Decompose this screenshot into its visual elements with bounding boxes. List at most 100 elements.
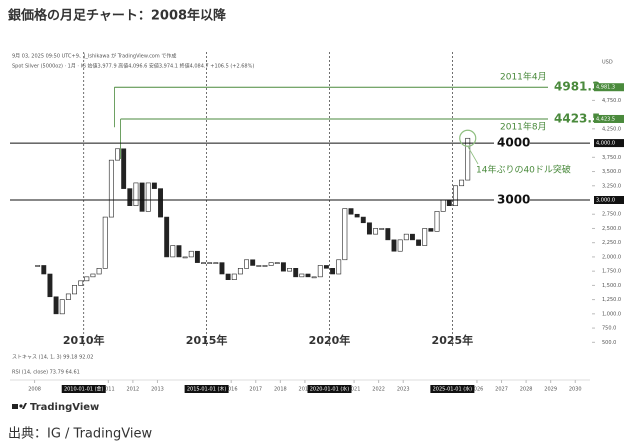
candle [225, 273, 231, 280]
candle [262, 265, 268, 267]
symbol-line: Spot Silver (5000oz) · 1月 · IG 始値3,977.9… [12, 63, 254, 70]
x-tick-label: 2028 [520, 387, 533, 393]
candle [170, 245, 176, 258]
candle [47, 273, 53, 298]
candle [121, 148, 127, 189]
y-tick-label: 3,500.0 [602, 169, 621, 175]
date-flag-box [430, 385, 475, 393]
x-tick-label: 2017 [249, 387, 262, 393]
candle [440, 199, 446, 212]
date-flag: 2015-01-01 (木) [187, 386, 227, 393]
candle [72, 285, 77, 295]
marker-label: 2015年 [186, 333, 228, 347]
price-tag: 3,000.0 [596, 198, 615, 204]
level-label: 4981.3 [554, 80, 600, 94]
x-tick-label: 2008 [28, 387, 41, 393]
x-tick-label: 2022 [372, 387, 385, 393]
x-tick-label: 2013 [151, 387, 164, 393]
candle [65, 293, 71, 300]
candle [53, 296, 59, 315]
date-flag-box [61, 385, 106, 393]
candle [336, 259, 342, 275]
x-tick-label: 2030 [569, 387, 582, 393]
chart-title: 銀価格の月足チャート：2008年以降 [8, 8, 227, 24]
x-tick-label: 2027 [495, 387, 508, 393]
candle [102, 216, 108, 269]
candle [176, 245, 182, 258]
candle [35, 265, 41, 267]
candle [84, 276, 90, 282]
candle [250, 259, 256, 266]
y-tick-label: 3,750.0 [602, 155, 621, 161]
candle [90, 273, 96, 278]
level-note: 2011年4月 [500, 71, 547, 83]
y-tick-label: 4,750.0 [602, 98, 621, 104]
candle [41, 265, 47, 275]
level-label-bg [494, 194, 530, 206]
candle [305, 273, 311, 278]
source: 出典：IG / TradingView [8, 427, 152, 442]
candle [385, 228, 391, 241]
y-tick-label: 3,250.0 [602, 183, 621, 189]
candle [78, 280, 84, 286]
candle [219, 262, 225, 275]
indicator: ストキャス (14, 1, 3) 99.18 92.02 [12, 355, 93, 361]
y-tick-label: 2,000.0 [602, 254, 621, 260]
candle [59, 299, 65, 315]
x-tick-label: 2011 [102, 387, 115, 393]
x-tick-label: 2018 [274, 387, 287, 393]
price-tag-box [594, 114, 624, 123]
price-tag-box [594, 196, 624, 204]
candle [311, 276, 317, 279]
level-note: 2011年8月 [500, 120, 547, 132]
candle [434, 211, 440, 232]
price-tag: 4,423.5 [596, 116, 615, 122]
date-flag-box [307, 385, 352, 393]
candle [403, 233, 409, 241]
annotation-leader [467, 146, 479, 165]
marker-label: 2020年 [309, 333, 351, 347]
level-label-bg [494, 137, 530, 150]
candle [293, 268, 299, 278]
x-tick-label: 2019 [299, 387, 312, 393]
candle [379, 228, 385, 230]
candle [158, 188, 163, 218]
candle [194, 250, 200, 263]
candle [274, 262, 280, 264]
candle [416, 239, 422, 246]
candle [145, 182, 151, 212]
x-tick-label: 2029 [544, 387, 557, 393]
candle [256, 265, 262, 267]
level-label: 4000 [497, 136, 530, 150]
candle [96, 268, 102, 275]
y-tick-label: 500.0 [602, 340, 616, 346]
candle [317, 265, 323, 278]
candle [287, 268, 293, 272]
date-flag: 2025-01-01 (水) [433, 386, 473, 393]
y-tick-label: 1,250.0 [602, 297, 621, 303]
x-tick-label: 2023 [397, 387, 410, 393]
candle [465, 137, 471, 181]
candle [373, 228, 379, 235]
y-unit: USD [602, 60, 613, 66]
level-label: 3000 [497, 193, 530, 207]
y-tick-label: 1,500.0 [602, 283, 621, 289]
candle [354, 213, 360, 218]
candle [446, 199, 452, 206]
candle [139, 182, 145, 212]
y-tick-label: 2,250.0 [602, 240, 621, 246]
candle [397, 239, 403, 252]
indicator: RSI (14, close) 73.79 64.61 [12, 370, 80, 376]
logo: TradingView [30, 402, 99, 413]
candle [201, 262, 206, 264]
candle [299, 273, 305, 278]
x-tick-label: 2026 [471, 387, 484, 393]
logo-icon [12, 403, 27, 409]
candle [133, 182, 139, 206]
candle [323, 265, 329, 269]
y-tick-label: 750.0 [602, 326, 616, 332]
annotation: 14年ぶりの40ドル突破 [476, 164, 571, 176]
x-tick-label: 2012 [127, 387, 140, 393]
x-tick-label: 2016 [225, 387, 238, 393]
